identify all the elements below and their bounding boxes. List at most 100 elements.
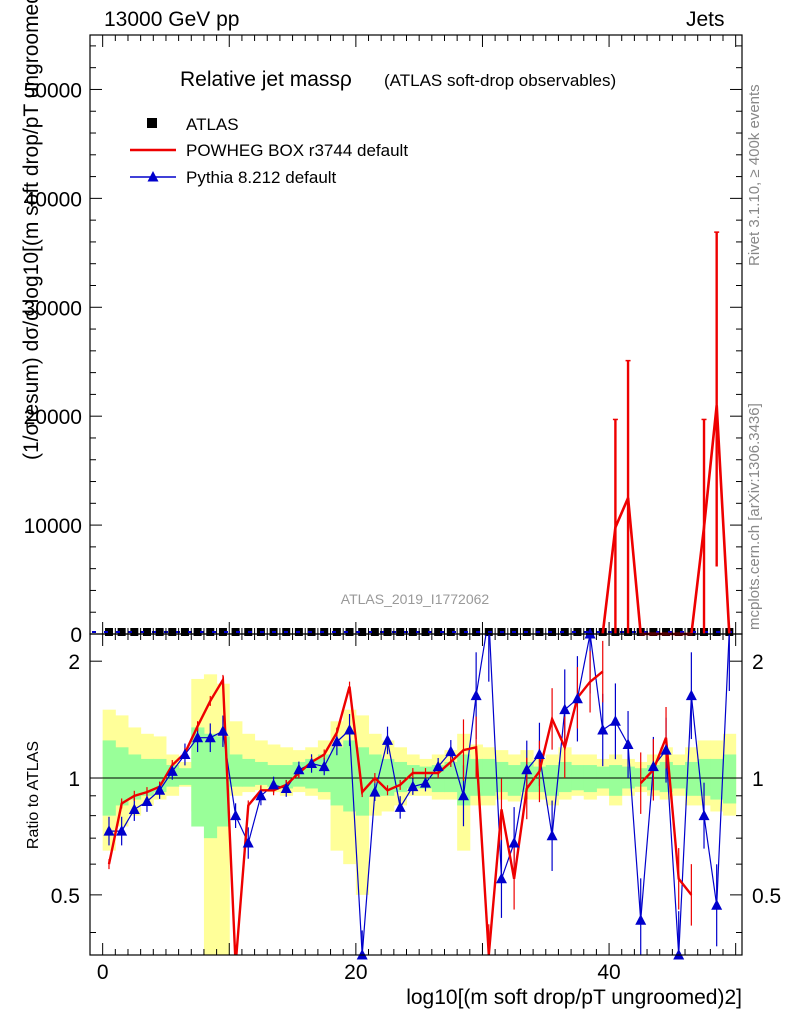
pythia-marker [571,692,583,704]
atlas-marker [218,628,227,636]
ratio-y-tick-label-left: 1 [68,768,80,791]
atlas-marker [155,628,164,636]
legend-pythia-label: Pythia 8.212 default [186,168,337,187]
atlas-marker [408,628,417,636]
band-inner-bin [191,727,205,827]
band-inner-bin [343,740,357,812]
pythia-marker [141,795,153,807]
pythia-marker [673,949,685,960]
legend-atlas-marker [147,118,157,128]
main-y-tick-label: 30000 [24,297,82,320]
band-inner-bin [723,754,737,804]
legend-powheg-label: POWHEG BOX r3744 default [186,141,408,160]
pythia-marker [128,803,140,814]
ratio-uncertainty-bands [90,674,742,955]
atlas-marker [206,628,215,636]
pythia-marker [166,765,178,776]
band-inner-bin [203,733,218,839]
pythia-marker [647,760,659,772]
chart-subtitle: (ATLAS soft-drop observables) [384,71,616,90]
atlas-marker [130,628,139,636]
band-inner-bin [115,747,129,806]
pythia-marker [331,735,343,747]
powheg-ratio-line [107,670,604,955]
atlas-marker [117,628,126,636]
pythia-marker [559,703,571,715]
band-inner-bin [482,758,496,796]
analysis-id: ATLAS_2019_I1772062 [341,591,490,607]
pythia-marker [204,731,216,743]
atlas-marker [573,628,582,636]
pythia-marker [635,914,647,925]
pythia-marker [711,899,723,910]
atlas-marker [421,628,430,636]
pythia-marker [318,760,330,772]
atlas-marker [560,628,569,636]
band-inner-bin [254,761,268,785]
powheg-main-line [601,405,731,636]
main-y-tick-label: 50000 [24,79,82,102]
chart-title: Relative jet massρ [180,68,352,91]
pythia-marker [344,723,356,735]
atlas-marker [180,628,189,636]
band-inner-bin [178,768,192,785]
pythia-marker [584,628,596,639]
band-inner-bin [583,765,597,793]
main-y-axis-title: (1/σresum) dσ/d log10[(m soft drop/pT un… [20,0,43,460]
pythia-marker [268,778,280,790]
pythia-marker [407,780,419,792]
band-inner-bin [140,758,154,796]
pythia-marker [356,949,368,960]
atlas-marker [383,628,392,636]
pythia-marker [154,784,166,795]
category-label: Jets [686,8,725,31]
ratio-y-tick-label-right: 2 [752,651,764,674]
band-inner-bin [672,765,686,789]
atlas-marker [370,628,379,636]
pythia-marker [521,763,533,775]
atlas-marker [104,628,113,636]
pythia-marker [533,748,545,759]
pythia-marker [609,715,621,726]
x-axis-title: log10[(m soft drop/pT ungroomed)2] [406,986,742,1009]
atlas-marker [193,628,202,636]
atlas-marker [332,628,341,636]
pythia-marker [382,734,394,745]
atlas-marker [142,628,151,636]
pythia-marker [280,782,292,793]
band-inner-bin [153,758,167,793]
band-inner-bin [545,765,559,796]
atlas-marker [662,628,671,636]
pythia-marker [230,809,242,821]
atlas-marker [548,628,557,636]
pythia-marker [306,757,318,769]
pythia-marker [179,748,191,759]
ratio-series [103,628,730,960]
band-inner-bin [127,754,142,800]
legend-atlas-label: ATLAS [186,115,239,134]
pythia-marker [660,744,672,755]
pythia-marker [470,689,482,701]
x-tick-label: 40 [597,961,620,984]
atlas-marker [674,628,683,636]
band-inner-bin [229,754,243,787]
ratio-y-tick-label-right: 1 [752,768,764,791]
atlas-marker [434,628,443,636]
pythia-marker [445,745,457,757]
atlas-marker [358,628,367,636]
pythia-marker [622,738,634,750]
pythia-marker [369,786,381,797]
band-inner-bin [495,761,509,793]
band-inner-bin [393,761,408,793]
x-tick-label: 0 [97,961,109,984]
ratio-y-tick-label-right: 0.5 [752,885,781,908]
band-inner-bin [710,758,724,800]
main-y-tick-label: 40000 [24,188,82,211]
main-y-tick-label: 20000 [24,406,82,429]
atlas-marker [345,628,354,636]
pythia-marker [103,825,115,836]
band-inner-bin [507,765,521,796]
band-inner-bin [241,758,256,787]
ratio-y-tick-label-left: 2 [68,651,80,674]
